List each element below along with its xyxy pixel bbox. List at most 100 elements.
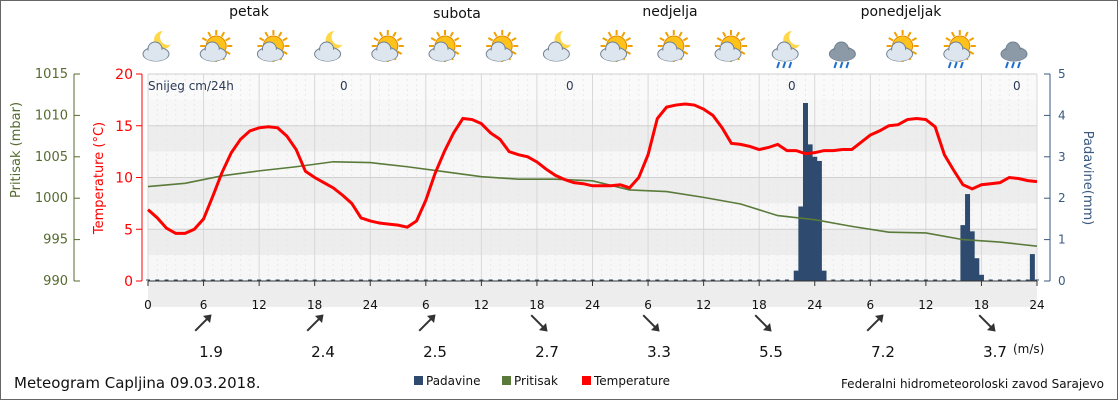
precipitation-tick-label: 2 (1058, 191, 1066, 205)
sun-ray (945, 37, 951, 42)
sun-ray (625, 37, 631, 42)
cloud-fill (601, 49, 626, 61)
snow-values: 0 0 0 0 (340, 79, 1021, 93)
sun-cloud-icon (428, 30, 461, 62)
day-label-ponedjeljak: ponedjeljak (860, 4, 942, 20)
rain-drop (839, 61, 844, 69)
wind-speed-label: 1.9 (199, 343, 223, 361)
wind-speed-label: 2.5 (423, 343, 447, 361)
precip-bar (978, 274, 984, 281)
cloud-fill (830, 49, 855, 61)
x-tick-label: 6 (866, 298, 874, 312)
wind-arrow-head (987, 323, 996, 332)
precipitation-tick-label: 5 (1058, 67, 1066, 81)
precip-bar (812, 156, 818, 281)
day-label-petak: petak (229, 4, 269, 20)
x-tick-label: 24 (585, 298, 600, 312)
precipitation-tick-label: 1 (1058, 233, 1066, 247)
x-axis-ticks: 0 6 12 18 24 6 12 18 24 6 12 18 24 6 12 18 24 (144, 281, 1045, 312)
sun-ray (396, 50, 403, 55)
sun-ray (511, 50, 517, 55)
legend: Padavine Pritisak Temperature (414, 374, 670, 388)
sun-ray (487, 37, 494, 42)
sun-ray (607, 31, 612, 37)
precip-bar (802, 102, 808, 281)
x-tick-label: 12 (474, 298, 489, 312)
wind-arrow-head (315, 314, 324, 323)
sun-ray (378, 31, 384, 37)
precip-bar (974, 258, 980, 281)
wind-arrow-head (203, 314, 212, 323)
snow-value: 0 (340, 79, 348, 93)
rain-drop (947, 61, 952, 69)
sun-ray (207, 31, 212, 37)
rain-drop (782, 61, 787, 69)
sun-ray (621, 31, 626, 37)
precip-bar (969, 231, 975, 281)
wind-speed-label: 3.7 (983, 343, 1007, 361)
temperature-tick-label: 15 (115, 119, 133, 135)
wind-arrow-icon (418, 314, 436, 332)
sun-ray (511, 37, 517, 42)
sun-ray (735, 31, 740, 37)
sun-ray (282, 50, 288, 55)
x-tick-label: 12 (696, 298, 711, 312)
sun-ray (740, 37, 746, 42)
x-tick-label: 18 (974, 298, 989, 312)
temperature-axis-title: Temperature (°C) (92, 122, 107, 235)
sun-ray (454, 50, 460, 55)
sun-cloud-icon (199, 30, 233, 62)
moon-cut (160, 29, 176, 45)
x-tick-label: 18 (529, 298, 544, 312)
cloud-fill (773, 49, 798, 61)
wind-speed-label: 2.7 (535, 343, 559, 361)
sun-rain-icon (943, 30, 976, 69)
sun-ray (396, 37, 403, 42)
legend-swatch-pritisak (502, 376, 511, 385)
sun-ray (430, 37, 436, 42)
wind-speed-label: 2.4 (311, 343, 335, 361)
weather-icons-row (142, 29, 1028, 69)
precip-bar (1029, 254, 1035, 281)
rain-drop (788, 61, 793, 69)
legend-swatch-padavine (414, 376, 423, 385)
cloud-fill (544, 49, 569, 61)
cloud-fill (144, 49, 168, 61)
snow-value: 0 (788, 79, 796, 93)
temperature-tick-label: 20 (115, 67, 133, 83)
wind-arrow-head (651, 323, 660, 332)
snow-value: 0 (566, 79, 574, 93)
precipitation-tick-label: 0 (1058, 274, 1066, 288)
temperature-tick-label: 10 (115, 171, 133, 187)
sun-ray (602, 37, 608, 42)
legend-label-padavine: Padavine (426, 374, 480, 388)
wind-arrow-icon (754, 314, 772, 332)
sun-ray (449, 31, 454, 37)
pressure-axis-title: Pritisak (mbar) (9, 102, 24, 198)
wind-arrow-icon (866, 314, 884, 332)
sun-cloud-icon (657, 30, 690, 62)
pressure-axis: 1015 1010 1005 1000 995 990 (35, 67, 80, 289)
moon-cut (331, 29, 348, 45)
rain-drop (953, 61, 958, 69)
sun-ray (964, 31, 969, 37)
precip-bar (807, 144, 813, 281)
wind-arrow-icon (530, 314, 548, 332)
sun-cloud-icon (371, 30, 404, 62)
cloud-fill (1002, 49, 1026, 61)
rain-drop (845, 61, 850, 69)
sun-ray (682, 37, 689, 42)
sun-ray (225, 50, 231, 55)
precipitation-tick-label: 3 (1058, 150, 1066, 164)
cloud-fill (487, 49, 512, 61)
moon-rain-icon (771, 29, 806, 69)
legend-label-temperature: Temperature (593, 374, 670, 388)
cloud-fill (201, 49, 226, 61)
wind-arrow-icon (306, 314, 324, 332)
sun-ray (682, 50, 689, 55)
precip-bar (960, 225, 966, 281)
legend-swatch-temperature (582, 376, 591, 385)
snow-label: Snijeg cm/24h (148, 79, 234, 93)
x-tick-label: 0 (144, 298, 152, 312)
moon-cut (789, 29, 806, 45)
